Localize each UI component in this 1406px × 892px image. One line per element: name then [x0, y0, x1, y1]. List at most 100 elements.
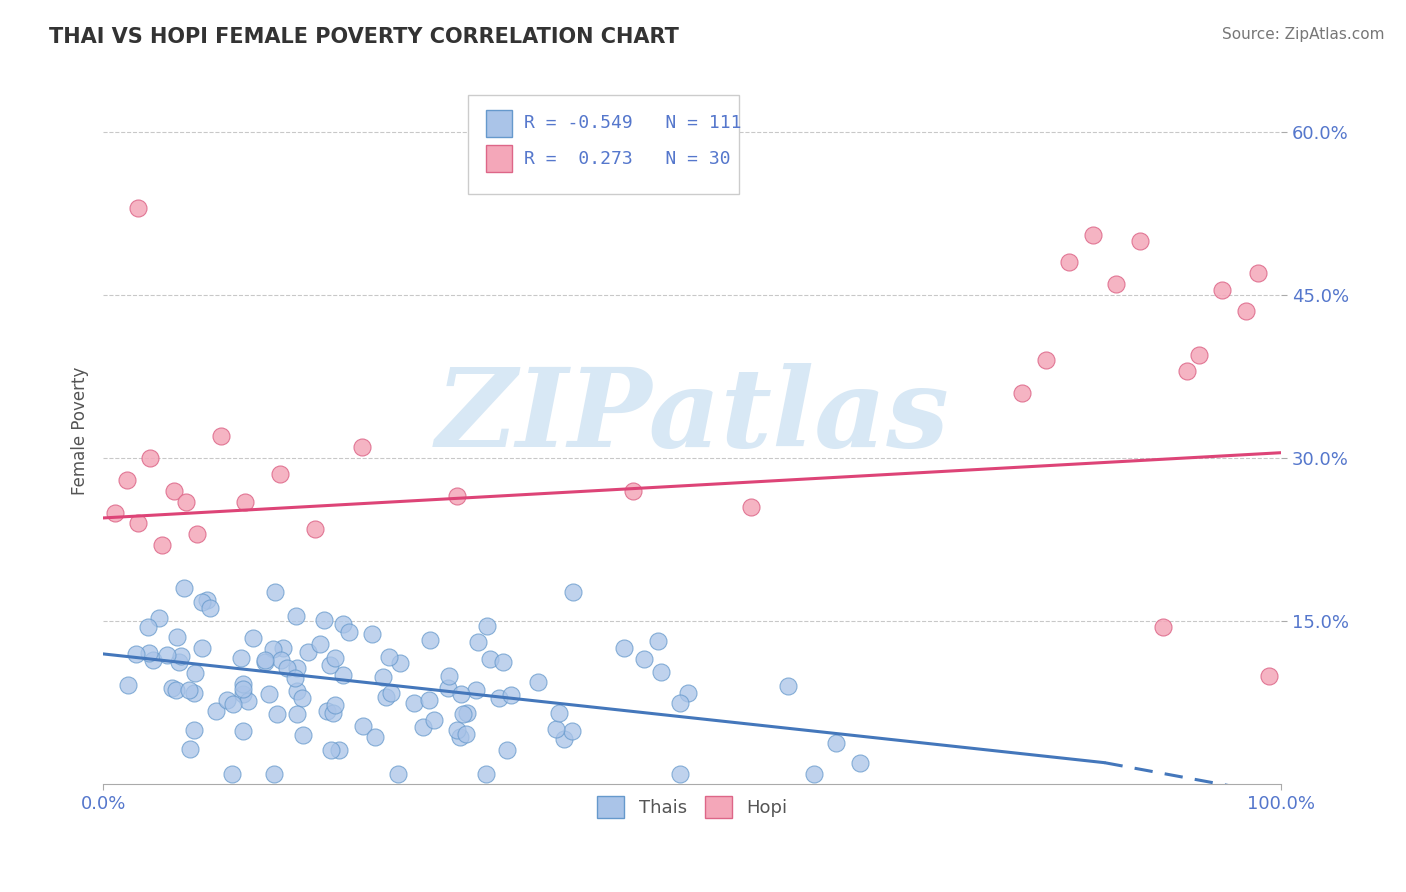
- Point: [1211, 283, 1233, 297]
- Point: [437, 681, 460, 695]
- Point: [198, 601, 221, 615]
- Point: [179, 742, 201, 756]
- Point: [478, 652, 501, 666]
- Point: [166, 630, 188, 644]
- Point: [127, 516, 149, 531]
- Point: [1234, 304, 1257, 318]
- Point: [375, 690, 398, 704]
- Point: [1175, 364, 1198, 378]
- Point: [253, 655, 276, 669]
- Legend: Thais, Hopi: Thais, Hopi: [589, 789, 794, 825]
- Point: [464, 683, 486, 698]
- Point: [418, 692, 440, 706]
- Point: [848, 756, 870, 770]
- Point: [419, 633, 441, 648]
- Point: [332, 616, 354, 631]
- Point: [232, 682, 254, 697]
- Text: R =  0.273   N = 30: R = 0.273 N = 30: [523, 150, 730, 168]
- Point: [1188, 348, 1211, 362]
- Point: [650, 665, 672, 679]
- Point: [269, 467, 291, 482]
- Point: [544, 723, 567, 737]
- Point: [323, 651, 346, 665]
- Point: [125, 647, 148, 661]
- Text: R = -0.549   N = 111: R = -0.549 N = 111: [523, 114, 741, 132]
- FancyBboxPatch shape: [468, 95, 740, 194]
- Point: [553, 731, 575, 746]
- Point: [191, 640, 214, 655]
- Point: [174, 494, 197, 508]
- Point: [1247, 266, 1270, 280]
- Point: [173, 581, 195, 595]
- Point: [257, 687, 280, 701]
- Point: [453, 707, 475, 722]
- Point: [155, 648, 177, 662]
- Point: [162, 681, 184, 695]
- Point: [177, 682, 200, 697]
- Point: [232, 724, 254, 739]
- Point: [456, 726, 478, 740]
- Point: [165, 683, 187, 698]
- Point: [232, 687, 254, 701]
- Point: [264, 585, 287, 599]
- Bar: [486, 145, 512, 172]
- Point: [222, 697, 245, 711]
- Point: [292, 729, 315, 743]
- Text: THAI VS HOPI FEMALE POVERTY CORRELATION CHART: THAI VS HOPI FEMALE POVERTY CORRELATION …: [49, 27, 679, 46]
- Point: [254, 653, 277, 667]
- Point: [232, 677, 254, 691]
- Point: [215, 693, 238, 707]
- Point: [332, 668, 354, 682]
- Point: [446, 489, 468, 503]
- Point: [404, 697, 426, 711]
- Point: [183, 723, 205, 737]
- Point: [1057, 255, 1080, 269]
- Text: Source: ZipAtlas.com: Source: ZipAtlas.com: [1222, 27, 1385, 42]
- Point: [138, 646, 160, 660]
- Point: [297, 645, 319, 659]
- Point: [825, 736, 848, 750]
- Point: [270, 653, 292, 667]
- Point: [377, 650, 399, 665]
- Point: [380, 686, 402, 700]
- Point: [474, 766, 496, 780]
- Point: [488, 691, 510, 706]
- Point: [467, 635, 489, 649]
- Point: [1011, 385, 1033, 400]
- Point: [325, 698, 347, 713]
- Point: [163, 483, 186, 498]
- Point: [271, 640, 294, 655]
- Point: [309, 637, 332, 651]
- Point: [150, 538, 173, 552]
- Point: [233, 494, 256, 508]
- Point: [501, 688, 523, 702]
- Point: [352, 440, 374, 454]
- Point: [387, 766, 409, 780]
- Y-axis label: Female Poverty: Female Poverty: [72, 367, 89, 495]
- Point: [127, 201, 149, 215]
- Point: [238, 694, 260, 708]
- Point: [1035, 353, 1057, 368]
- Point: [183, 666, 205, 681]
- Point: [361, 627, 384, 641]
- Point: [186, 527, 208, 541]
- Point: [285, 684, 308, 698]
- Point: [191, 595, 214, 609]
- Point: [1081, 228, 1104, 243]
- Point: [548, 706, 571, 720]
- Point: [562, 585, 585, 599]
- Point: [195, 592, 218, 607]
- Point: [446, 723, 468, 737]
- Point: [285, 609, 308, 624]
- Point: [304, 522, 326, 536]
- Point: [352, 719, 374, 733]
- Point: [117, 678, 139, 692]
- Point: [183, 686, 205, 700]
- Point: [142, 653, 165, 667]
- Text: ZIPatlas: ZIPatlas: [436, 363, 949, 471]
- Point: [263, 766, 285, 780]
- Point: [287, 661, 309, 675]
- Point: [412, 720, 434, 734]
- Point: [242, 631, 264, 645]
- Point: [423, 713, 446, 727]
